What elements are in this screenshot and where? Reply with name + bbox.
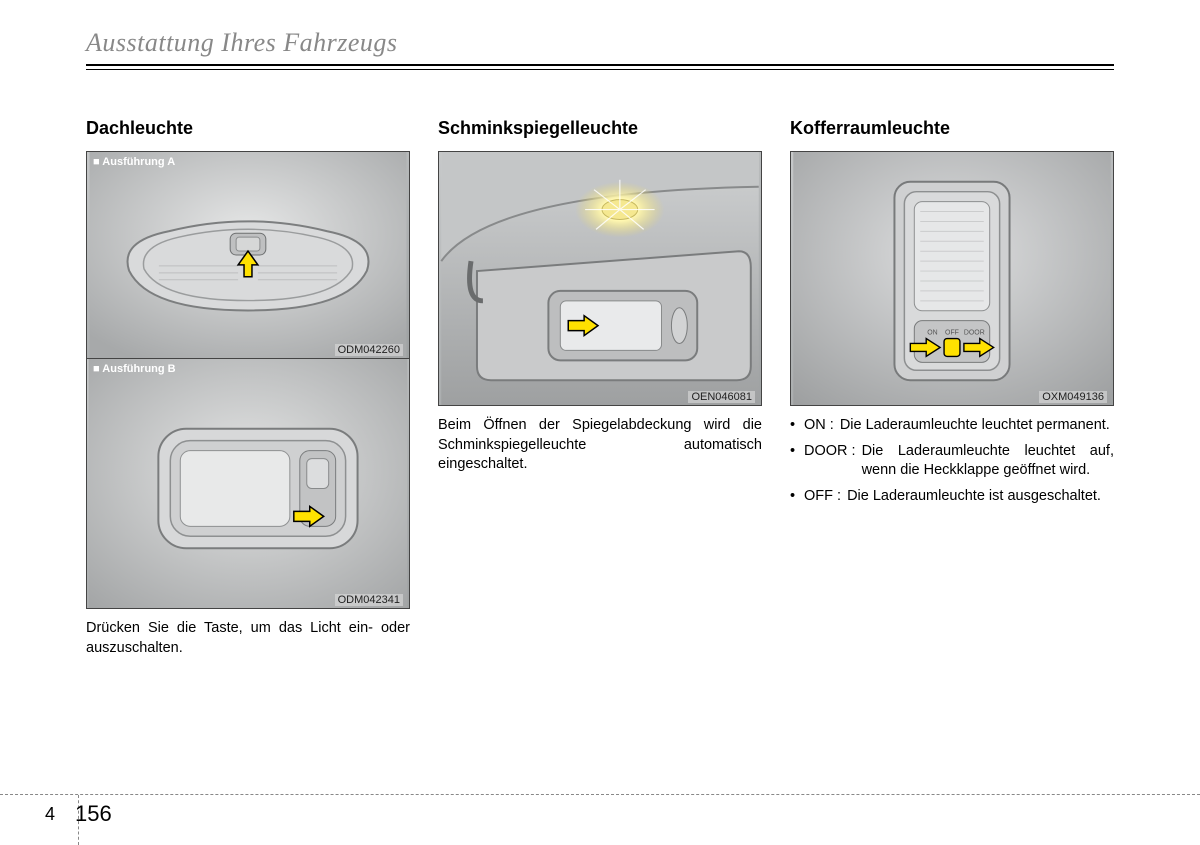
footer-chapter: 4 <box>45 804 55 835</box>
fig1b-code: ODM042341 <box>335 594 403 606</box>
page-footer: 4 156 <box>45 801 112 835</box>
header-rule-top <box>86 64 1114 66</box>
header-rule-bottom <box>86 69 1114 70</box>
def-term: ON : <box>804 416 834 436</box>
fig1a-illustration <box>87 152 409 358</box>
column-kofferraum: Kofferraumleuchte <box>790 118 1114 658</box>
bullet-icon: • <box>790 487 804 507</box>
def-body: Die Laderaumleuchte leuchtet auf, wenn d… <box>856 442 1114 481</box>
header-title: Ausstattung Ihres Fahrzeugs <box>86 28 1114 58</box>
column-schminkspiegel: Schminkspiegelleuchte <box>438 118 762 658</box>
svg-text:OFF: OFF <box>945 330 959 337</box>
def-item-door: • DOOR : Die Laderaumleuchte leuchtet au… <box>790 442 1114 481</box>
figure-col2: OEN046081 <box>438 151 762 406</box>
bullet-icon: • <box>790 442 804 481</box>
bullet-icon: • <box>790 416 804 436</box>
fig1b-illustration <box>87 359 409 608</box>
fig2-illustration <box>439 152 761 405</box>
footer-dashline <box>0 794 1200 795</box>
fig1a-label: ■ Ausführung A <box>93 156 175 168</box>
svg-text:DOOR: DOOR <box>964 330 985 337</box>
column-dachleuchte: Dachleuchte ■ Ausführung A <box>86 118 410 658</box>
col3-title: Kofferraumleuchte <box>790 118 1114 139</box>
svg-text:ON: ON <box>927 330 937 337</box>
def-body: Die Laderaumleuchte ist ausgeschaltet. <box>841 487 1114 507</box>
col1-title: Dachleuchte <box>86 118 410 139</box>
col2-text: Beim Öffnen der Spiegelabdeckung wird di… <box>438 416 762 475</box>
col2-title: Schminkspiegelleuchte <box>438 118 762 139</box>
page-header: Ausstattung Ihres Fahrzeugs <box>86 28 1114 70</box>
col3-definition-list: • ON : Die Laderaumleuchte leuchtet perm… <box>790 416 1114 506</box>
def-term: DOOR : <box>804 442 856 481</box>
figure-col3: ON OFF DOOR OXM049136 <box>790 151 1114 406</box>
def-body: Die Laderaumleuchte leuchtet permanent. <box>834 416 1114 436</box>
fig2-code: OEN046081 <box>688 391 755 403</box>
figure-col1-b: ■ Ausführung B <box>86 359 410 609</box>
fig1a-code: ODM042260 <box>335 344 403 356</box>
fig3-code: OXM049136 <box>1039 391 1107 403</box>
footer-page: 156 <box>75 801 112 835</box>
figure-col1-a: ■ Ausführung A <box>86 151 410 359</box>
fig3-illustration: ON OFF DOOR <box>791 152 1113 405</box>
def-item-off: • OFF : Die Laderaumleuchte ist ausgesch… <box>790 487 1114 507</box>
def-term: OFF : <box>804 487 841 507</box>
col1-text: Drücken Sie die Taste, um das Licht ein-… <box>86 619 410 658</box>
def-item-on: • ON : Die Laderaumleuchte leuchtet perm… <box>790 416 1114 436</box>
fig1b-label: ■ Ausführung B <box>93 363 176 375</box>
content-columns: Dachleuchte ■ Ausführung A <box>86 118 1114 658</box>
